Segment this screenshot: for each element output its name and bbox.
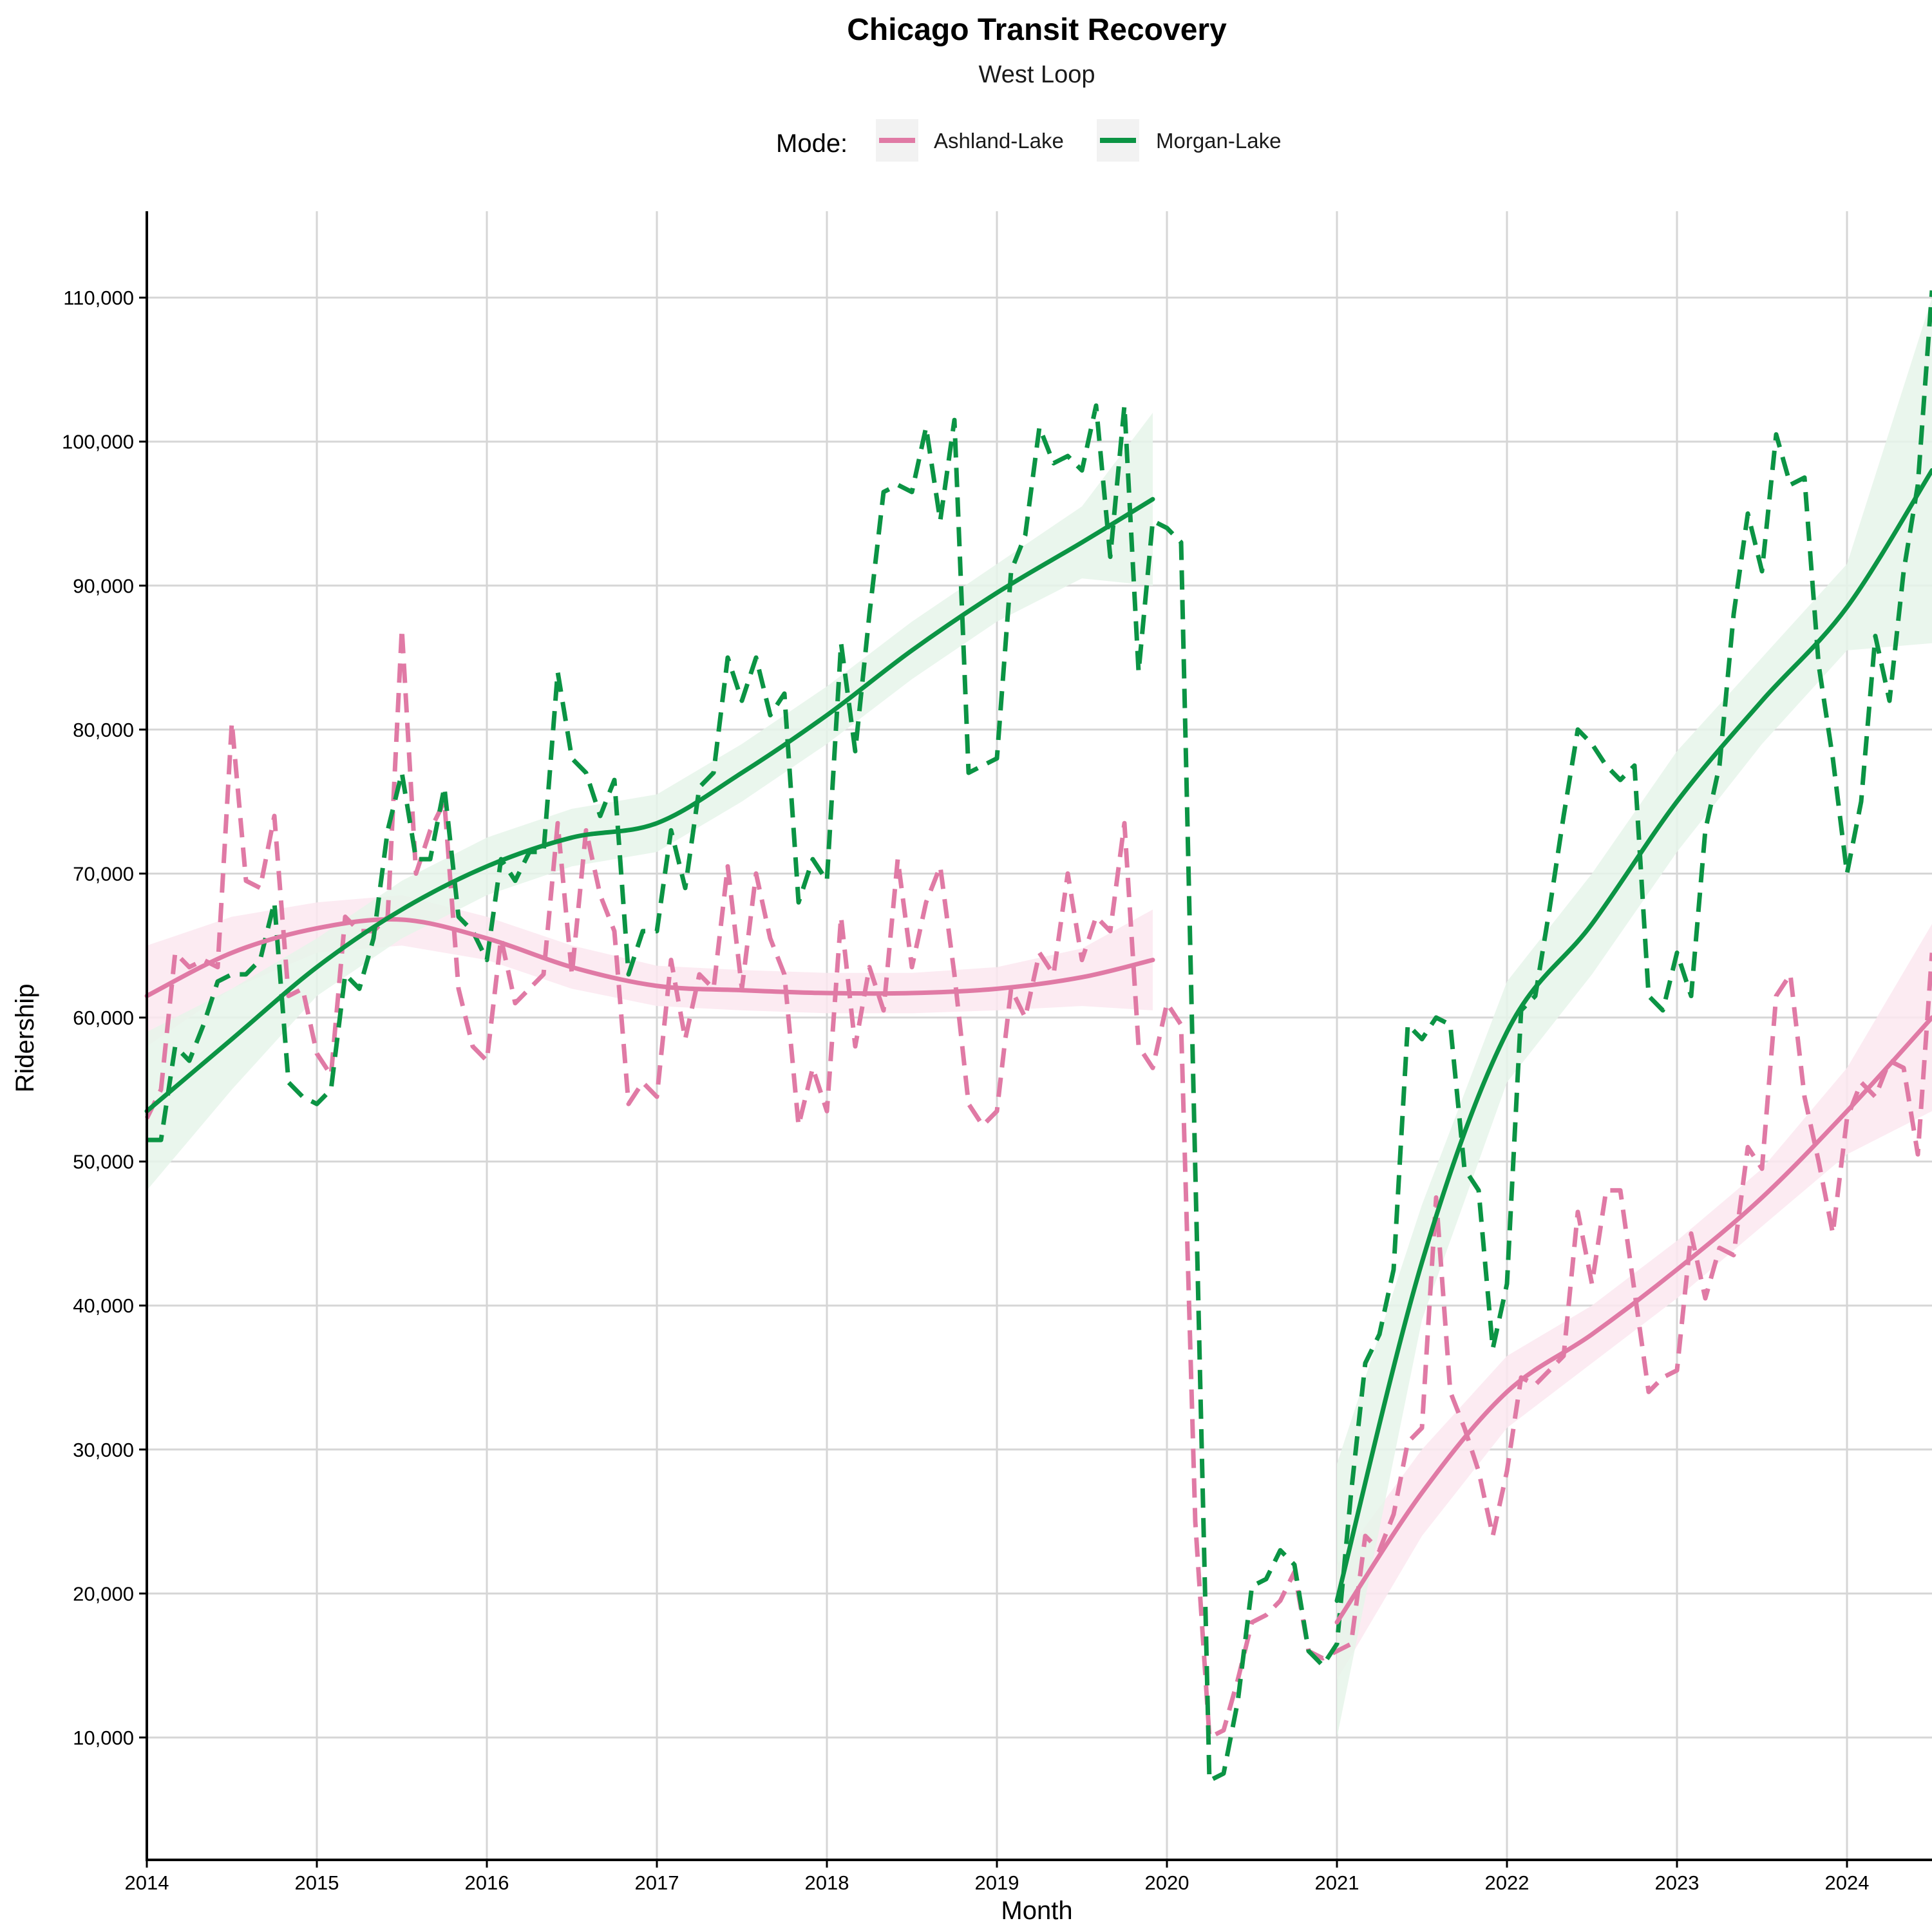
trend-line-ashland-lake-1 — [1334, 1015, 1932, 1625]
y-tick-label: 40,000 — [73, 1294, 134, 1317]
y-tick-label: 60,000 — [73, 1007, 134, 1029]
y-tick-label: 20,000 — [73, 1582, 134, 1605]
y-tick-labels: 10,000 20,000 30,000 40,000 50,000 60,000 70,0… — [62, 287, 147, 1749]
legend-label-morgan-lake: Morgan-Lake — [1156, 129, 1281, 153]
legend-label-ashland-lake: Ashland-Lake — [934, 129, 1064, 153]
axes — [146, 211, 1932, 1861]
x-tick-label: 2018 — [805, 1871, 849, 1894]
x-axis-title: Month — [1001, 1897, 1072, 1925]
trend-lines — [144, 468, 1932, 1625]
trend-line-morgan-lake-1 — [1334, 468, 1932, 1604]
series-line-morgan-lake — [147, 290, 1932, 1783]
y-tick-label: 80,000 — [73, 719, 134, 741]
series-lines — [144, 290, 1932, 1783]
y-tick-label: 100,000 — [62, 431, 134, 453]
x-tick-label: 2019 — [975, 1871, 1019, 1894]
legend: Mode: Ashland-Lake Morgan-Lake — [776, 119, 1281, 162]
x-tick-label: 2020 — [1145, 1871, 1189, 1894]
trend-line-ashland-lake-0 — [144, 917, 1155, 999]
y-tick-label: 90,000 — [73, 574, 134, 597]
trend-line-morgan-lake-0 — [144, 497, 1155, 1113]
y-tick-label: 50,000 — [73, 1151, 134, 1173]
chart-subtitle: West Loop — [979, 61, 1095, 88]
y-tick-label: 70,000 — [73, 862, 134, 885]
y-tick-label: 10,000 — [73, 1727, 134, 1749]
x-tick-label: 2015 — [295, 1871, 339, 1894]
x-tick-label: 2022 — [1485, 1871, 1530, 1894]
legend-title: Mode: — [776, 129, 848, 158]
x-tick-label: 2021 — [1315, 1871, 1359, 1894]
x-tick-label: 2023 — [1655, 1871, 1700, 1894]
x-tick-label: 2016 — [465, 1871, 509, 1894]
y-tick-label: 110,000 — [63, 287, 134, 309]
y-tick-label: 30,000 — [73, 1439, 134, 1461]
x-tick-label: 2014 — [125, 1871, 169, 1894]
x-tick-label: 2017 — [635, 1871, 679, 1894]
confidence-band-morgan-lake-1 — [1337, 298, 1932, 1738]
y-axis-title: Ridership — [11, 984, 39, 1093]
chart-title: Chicago Transit Recovery — [847, 13, 1227, 47]
x-tick-labels: 2014 2015 2016 2017 2018 2019 2020 2021 2022 2023… — [125, 1860, 1870, 1894]
confidence-band-morgan-lake-0 — [147, 413, 1153, 1191]
x-tick-label: 2024 — [1825, 1871, 1870, 1894]
